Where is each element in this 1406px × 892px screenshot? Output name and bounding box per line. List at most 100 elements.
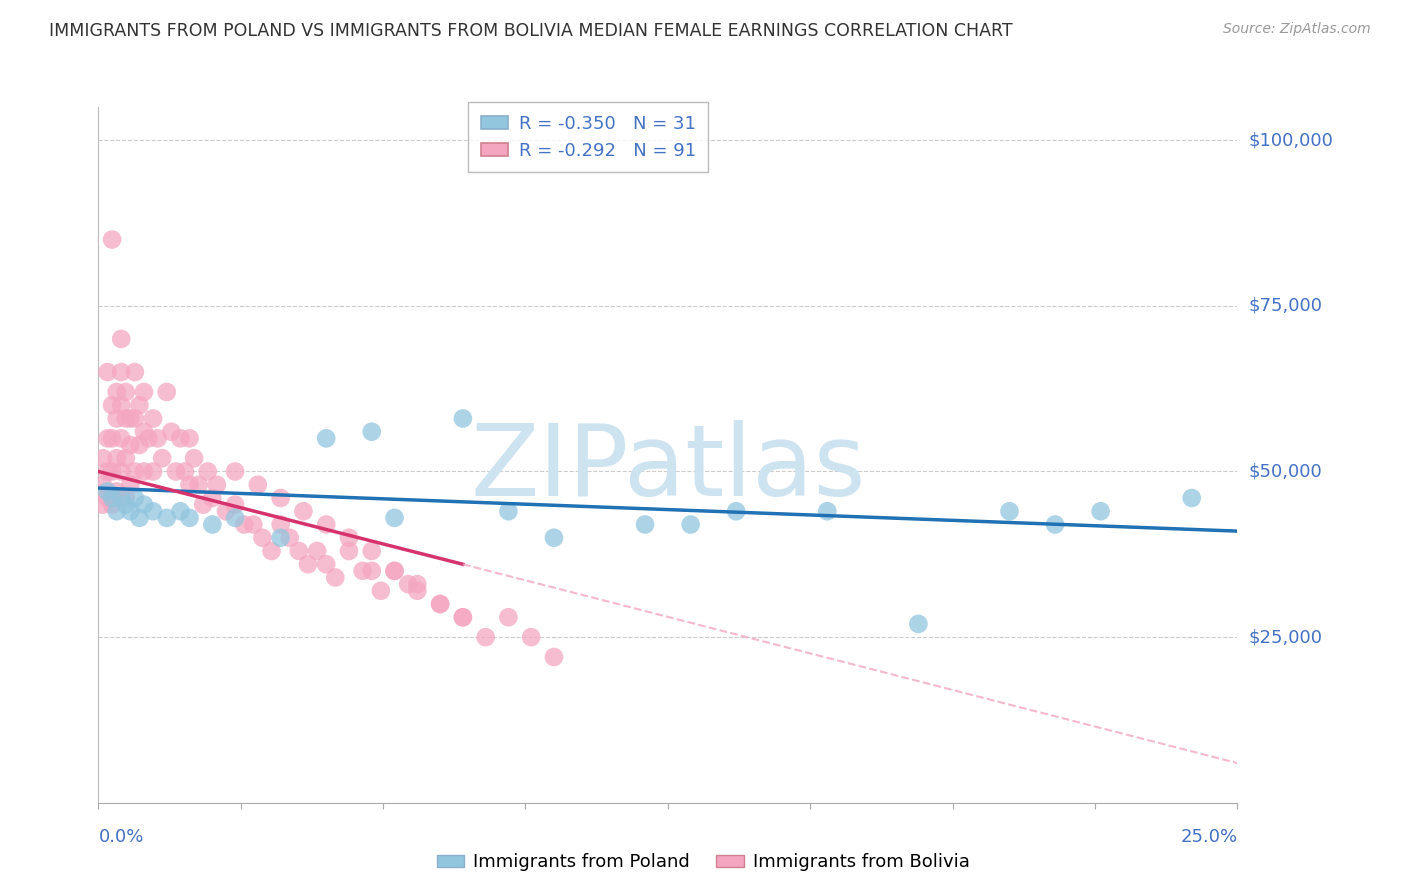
Point [110,332,132,346]
Point [156,511,179,525]
Point [1181,491,1204,505]
Point [288,544,311,558]
Point [114,491,136,505]
Point [114,384,136,399]
Point [725,504,748,518]
Point [101,498,124,512]
Point [101,491,124,505]
Point [260,544,283,558]
Point [315,517,337,532]
Point [429,597,451,611]
Point [292,504,315,518]
Point [128,398,150,412]
Text: $75,000: $75,000 [1249,297,1323,315]
Point [120,438,142,452]
Point [110,398,132,412]
Point [384,564,406,578]
Point [114,411,136,425]
Point [101,233,124,247]
Point [169,504,191,518]
Legend: Immigrants from Poland, Immigrants from Bolivia: Immigrants from Poland, Immigrants from … [429,847,977,879]
Point [174,465,197,479]
Point [110,491,132,505]
Point [105,451,128,466]
Point [105,484,128,499]
Point [120,411,142,425]
Point [679,517,702,532]
Point [1090,504,1112,518]
Point [183,451,205,466]
Point [224,511,246,525]
Point [215,504,238,518]
Point [132,498,155,512]
Point [205,477,228,491]
Point [101,465,124,479]
Text: $25,000: $25,000 [1249,628,1323,646]
Point [124,465,146,479]
Point [201,517,224,532]
Point [105,384,128,399]
Point [110,431,132,445]
Point [201,491,224,505]
Text: ZIPatlas: ZIPatlas [470,420,866,517]
Point [96,365,118,379]
Point [297,558,319,572]
Point [142,465,165,479]
Point [224,465,246,479]
Point [451,411,474,425]
Point [124,411,146,425]
Point [337,544,360,558]
Point [101,431,124,445]
Point [406,583,429,598]
Point [138,431,160,445]
Point [179,431,201,445]
Point [270,517,292,532]
Point [998,504,1021,518]
Point [197,465,219,479]
Point [242,517,264,532]
Text: $50,000: $50,000 [1249,462,1322,481]
Point [165,465,187,479]
Point [270,491,292,505]
Point [498,504,520,518]
Point [128,438,150,452]
Point [384,511,406,525]
Point [124,491,146,505]
Point [315,431,337,445]
Point [252,531,274,545]
Point [543,650,565,665]
Text: IMMIGRANTS FROM POLAND VS IMMIGRANTS FROM BOLIVIA MEDIAN FEMALE EARNINGS CORRELA: IMMIGRANTS FROM POLAND VS IMMIGRANTS FRO… [49,22,1012,40]
Point [384,564,406,578]
Point [96,465,118,479]
Point [429,597,451,611]
Point [634,517,657,532]
Text: $100,000: $100,000 [1249,131,1333,149]
Point [270,531,292,545]
Point [96,484,118,499]
Point [146,431,169,445]
Point [114,451,136,466]
Point [120,477,142,491]
Point [278,531,301,545]
Point [120,504,142,518]
Point [307,544,329,558]
Text: 25.0%: 25.0% [1180,828,1237,846]
Point [815,504,838,518]
Point [96,491,118,505]
Point [132,425,155,439]
Point [451,610,474,624]
Point [156,384,179,399]
Point [105,411,128,425]
Point [128,511,150,525]
Point [323,570,346,584]
Point [543,531,565,545]
Point [142,504,165,518]
Point [110,491,132,505]
Point [337,531,360,545]
Point [907,616,929,631]
Point [150,451,173,466]
Point [110,465,132,479]
Point [451,610,474,624]
Point [360,425,382,439]
Point [160,425,183,439]
